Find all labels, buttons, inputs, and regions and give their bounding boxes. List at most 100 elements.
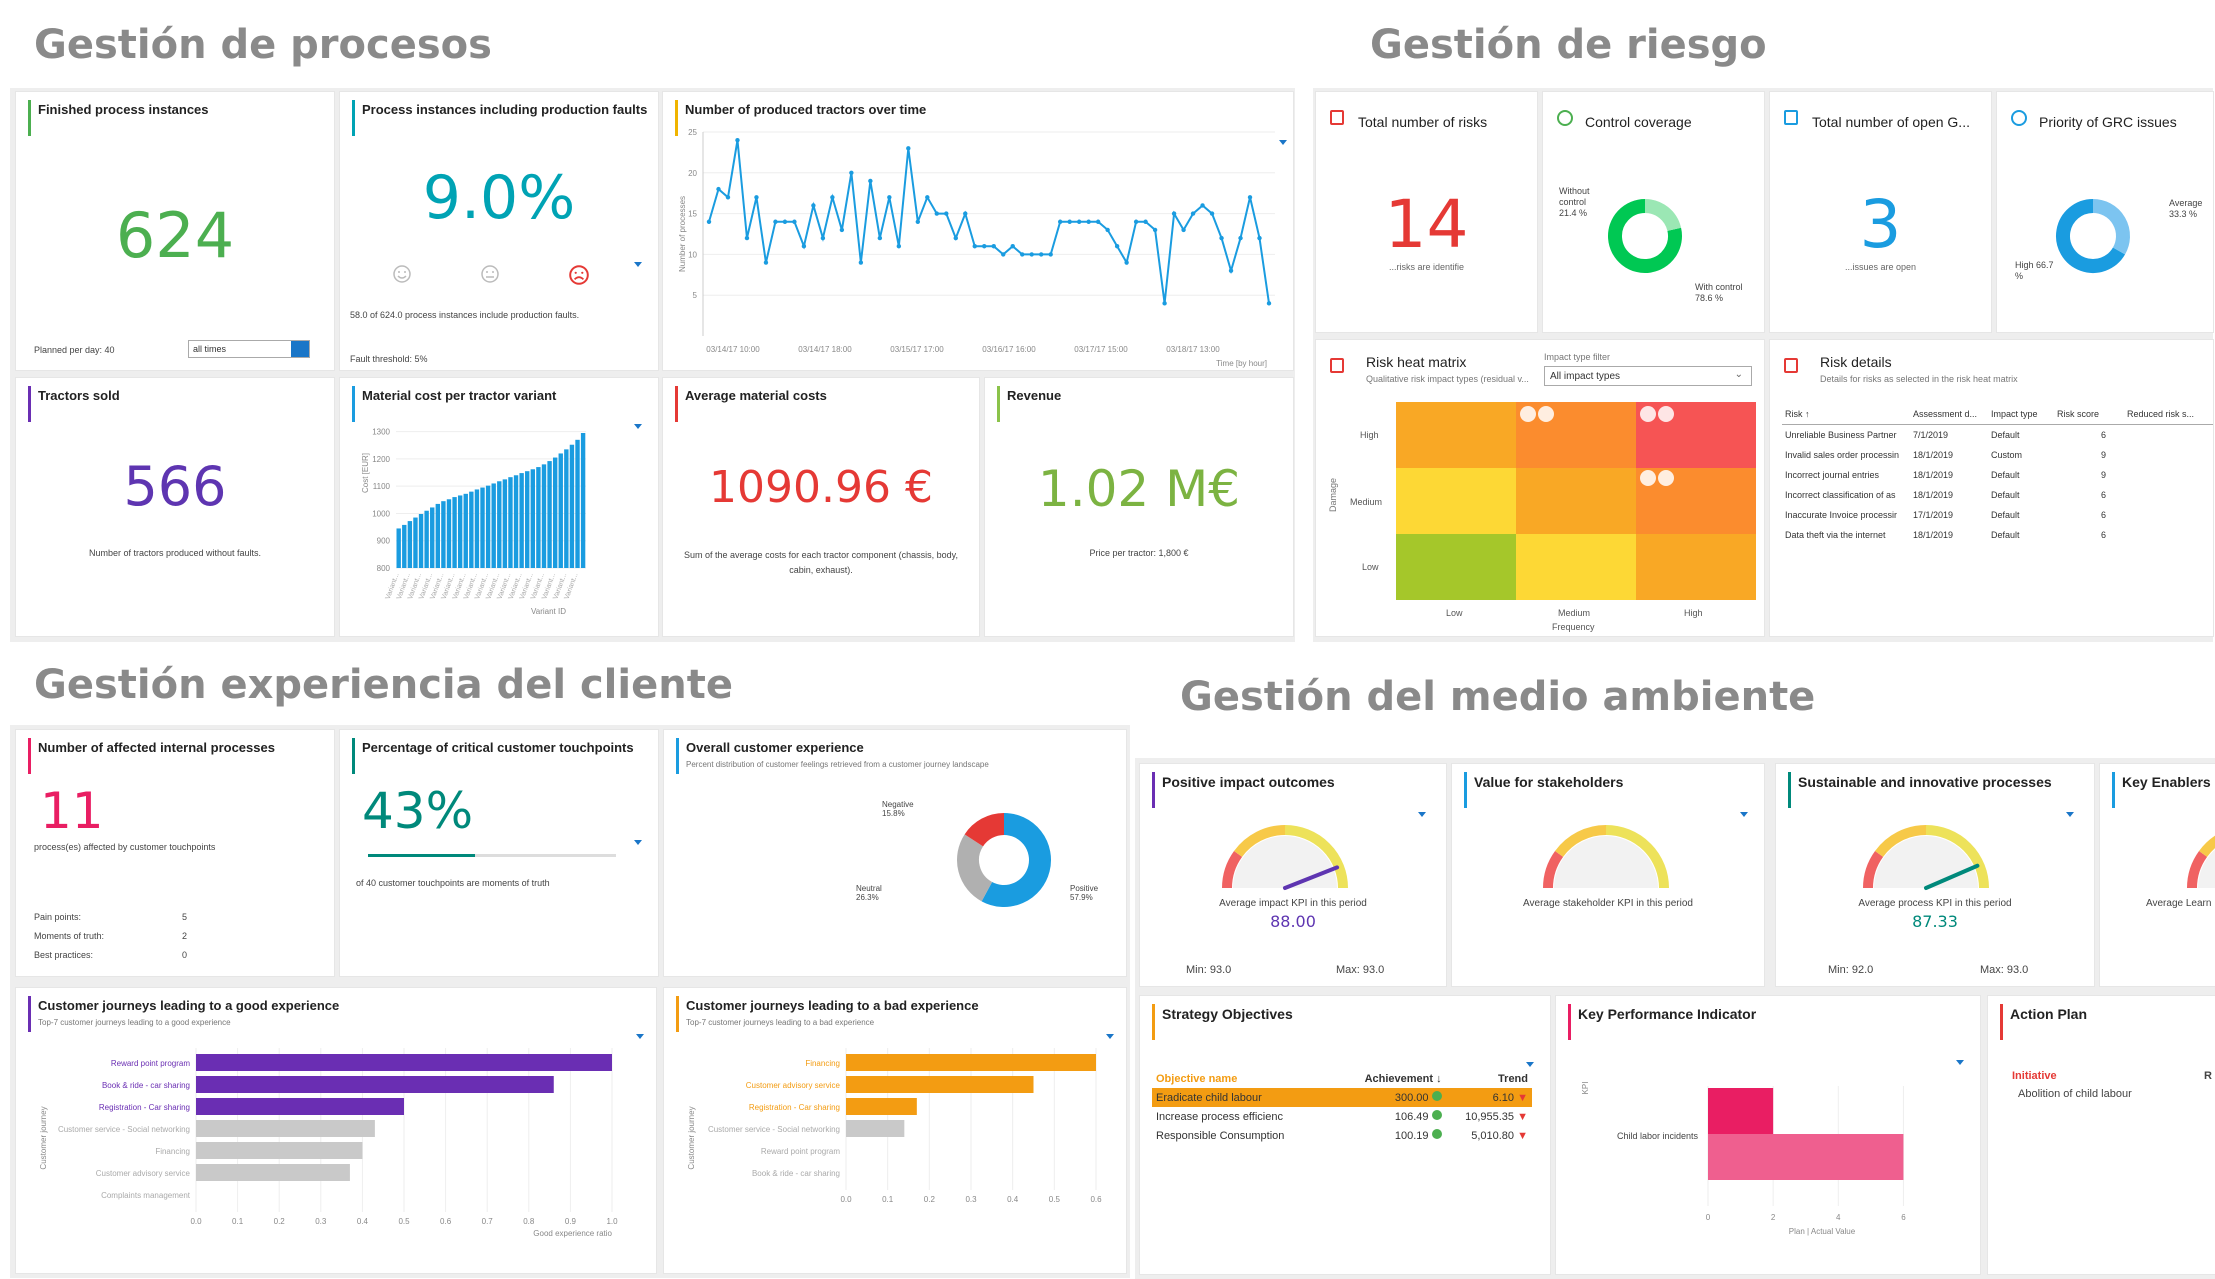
bar	[452, 497, 457, 568]
status-dot-icon	[1431, 1110, 1442, 1120]
risk-marker[interactable]	[1658, 470, 1674, 486]
risk-marker[interactable]	[1640, 406, 1656, 422]
table-header-row: Risk ↑ Assessment d... Impact type Risk …	[1782, 404, 2213, 425]
card-title: Number of affected internal processes	[28, 738, 326, 774]
y-tick-label: Registration - Car sharing	[749, 1103, 840, 1112]
planned-per-day: Planned per day: 40	[34, 345, 115, 355]
y-tick-label: 1100	[373, 482, 391, 491]
card-good-journeys: Customer journeys leading to a good expe…	[16, 988, 656, 1273]
achievement-value: 300.00	[1394, 1092, 1429, 1104]
card-menu-caret[interactable]	[634, 424, 642, 429]
filter-label: Impact type filter	[1544, 352, 1611, 362]
risk-marker[interactable]	[1520, 406, 1536, 422]
table-row[interactable]: Increase process efficienc 106.49 10,955…	[1152, 1107, 1532, 1126]
data-point	[1181, 227, 1186, 233]
data-point	[849, 170, 854, 175]
header-objective[interactable]: Objective name	[1156, 1073, 1238, 1085]
heat-cell-high-high[interactable]	[1636, 402, 1756, 468]
table-row[interactable]: Incorrect classification of as 18/1/2019 D…	[1782, 485, 2213, 505]
risk-marker[interactable]	[1538, 406, 1554, 422]
card-menu-caret[interactable]	[1279, 140, 1287, 145]
header-score[interactable]: Risk score	[2054, 404, 2124, 425]
y-tick-label: 1000	[372, 509, 390, 518]
donut-slice-with-control	[1608, 199, 1682, 273]
table-row[interactable]: Invalid sales order processin 18/1/2019 Cu…	[1782, 445, 2213, 465]
card-menu-caret[interactable]	[2066, 812, 2074, 817]
heat-cell-low-high[interactable]	[1636, 534, 1756, 600]
table-row[interactable]: Incorrect journal entries 18/1/2019 Defaul…	[1782, 465, 2213, 485]
kpi-value: 3	[1859, 186, 1902, 263]
bar	[513, 475, 519, 568]
x-tick-label: 03/15/17 17:00	[890, 345, 944, 354]
donut-slice-positive	[981, 813, 1051, 907]
risks-note: ...risks are identifie	[1388, 262, 1465, 272]
risk-marker[interactable]	[1658, 406, 1674, 422]
card-production-faults: Process instances including production f…	[340, 92, 658, 370]
action-item[interactable]: Abolition of child labour	[2018, 1088, 2132, 1100]
heat-cell-medium-low[interactable]	[1396, 468, 1516, 534]
card-title: Total number of open G...	[1812, 114, 1970, 130]
table-row[interactable]: Inaccurate Invoice processir 17/1/2019 Def…	[1782, 505, 2213, 525]
heat-cell-high-medium[interactable]	[1516, 402, 1636, 468]
card-bad-journeys: Customer journeys leading to a bad exper…	[664, 988, 1126, 1273]
cell-trend: 5,010.80 ▼	[1446, 1126, 1532, 1145]
heat-cell-low-medium[interactable]	[1516, 534, 1636, 600]
bar	[564, 449, 569, 568]
impact-type-filter[interactable]: All impact types ⌄	[1544, 366, 1752, 386]
card-menu-caret[interactable]	[1418, 812, 1426, 817]
bar	[407, 521, 413, 568]
card-menu-caret[interactable]	[1956, 1060, 1964, 1065]
data-point	[1010, 244, 1015, 249]
card-menu-caret[interactable]	[636, 1034, 644, 1039]
gauge-face	[1554, 836, 1658, 888]
fault-threshold: Fault threshold: 5%	[350, 354, 428, 364]
header-impact[interactable]: Impact type	[1988, 404, 2054, 425]
header-trend[interactable]: Trend	[1498, 1073, 1528, 1085]
header-achievement[interactable]: Achievement ↓	[1364, 1073, 1442, 1085]
table-row[interactable]: Responsible Consumption 100.19 5,010.80 …	[1152, 1126, 1532, 1145]
row-label-high: High	[1360, 430, 1379, 440]
time-range-dropdown[interactable]: all times	[188, 340, 310, 358]
heat-cell-low-low[interactable]	[1396, 534, 1516, 600]
card-subtitle: Details for risks as selected in the ris…	[1820, 374, 2018, 384]
cell-score: 9	[2100, 450, 2106, 460]
data-point	[953, 235, 958, 241]
bar	[196, 1142, 363, 1159]
header-assessment[interactable]: Assessment d...	[1910, 404, 1988, 425]
card-menu-caret[interactable]	[1106, 1034, 1114, 1039]
table-row[interactable]: Unreliable Business Partner 7/1/2019 Defau…	[1782, 425, 2213, 446]
card-title: Overall customer experience	[676, 738, 1118, 774]
card-menu-caret[interactable]	[1526, 1062, 1534, 1067]
bar	[469, 491, 474, 568]
data-point	[1209, 211, 1215, 216]
table-row[interactable]: Data theft via the internet 18/1/2019 Defa…	[1782, 525, 2213, 545]
bar	[846, 1076, 1034, 1093]
table-row[interactable]: Eradicate child labour 300.00 6.10 ▼	[1152, 1088, 1532, 1107]
card-menu-caret[interactable]	[1740, 812, 1748, 817]
gauge-band-red	[1543, 850, 1564, 889]
gauge-label: Average impact KPI in this period	[1219, 898, 1367, 909]
header-reduced[interactable]: Reduced risk s...	[2124, 404, 2213, 425]
best-practices-label: Best practices:	[34, 950, 94, 960]
card-menu-caret[interactable]	[634, 262, 642, 267]
data-point	[1200, 203, 1205, 208]
trend-down-icon: ▼	[1517, 1110, 1528, 1123]
header-risk[interactable]: Risk ↑	[1782, 404, 1910, 425]
x-tick-label: 0.1	[882, 1195, 894, 1204]
kpi-value: 9.0%	[422, 163, 576, 233]
bar	[575, 439, 580, 568]
card-critical-touchpoints: Percentage of critical customer touchpoi…	[340, 730, 658, 976]
heat-cell-high-low[interactable]	[1396, 402, 1516, 468]
heat-cell-medium-medium[interactable]	[1516, 468, 1636, 534]
kpi-value: 566	[123, 455, 227, 518]
bar	[508, 477, 513, 568]
x-tick-label: 0.0	[190, 1217, 202, 1226]
risk-marker[interactable]	[1640, 470, 1656, 486]
gauge-label: Average stakeholder KPI in this period	[1523, 898, 1693, 909]
data-point	[1190, 211, 1196, 216]
bar	[480, 487, 485, 568]
heat-cell-medium-high[interactable]	[1636, 468, 1756, 534]
x-tick-label: 0.0	[840, 1195, 852, 1204]
card-menu-caret[interactable]	[634, 840, 642, 845]
cell-score: 6	[2100, 530, 2106, 540]
